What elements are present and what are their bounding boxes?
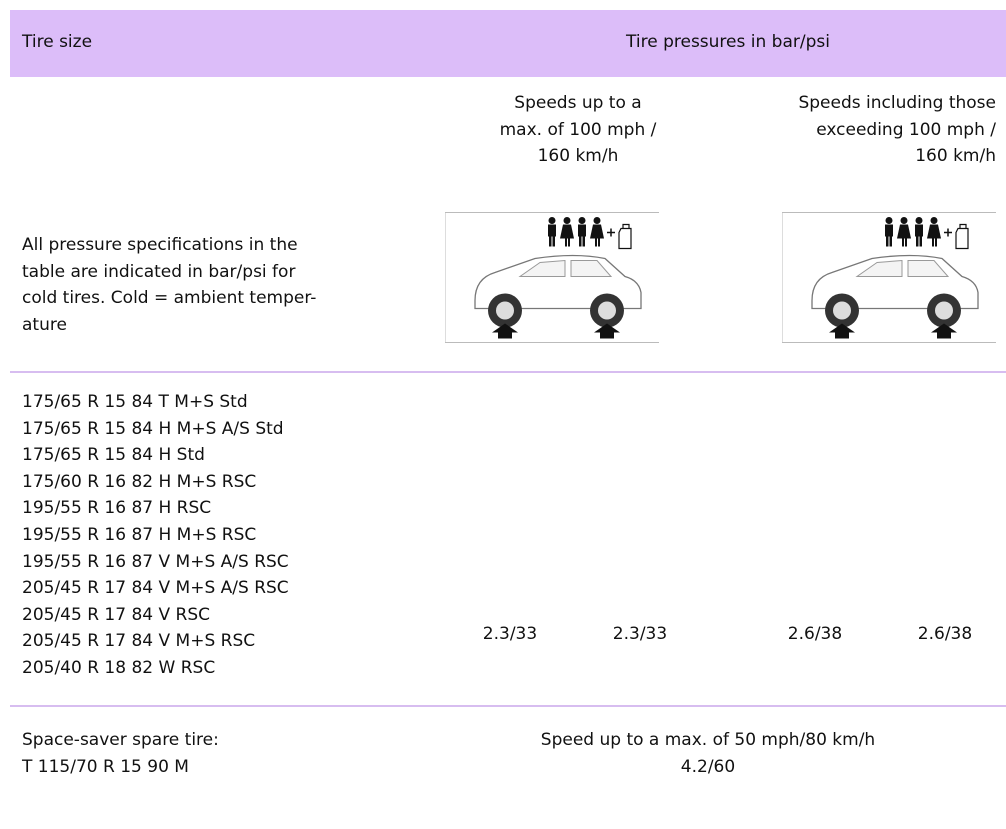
pressure-value: 2.3/33 <box>612 624 668 644</box>
speed-column-label: Speeds including those exceeding 100 mph … <box>720 90 996 170</box>
speed-label-line: Speeds including those <box>798 93 996 113</box>
tire-size: 195/55 R 16 87 H RSC <box>22 498 212 519</box>
spare-pressure: 4.2/60 <box>680 757 736 777</box>
note-line: All pressure specifications in the <box>22 235 298 255</box>
speed-label-line: exceeding 100 mph / <box>816 119 996 140</box>
pressure-value: 2.6/38 <box>787 624 843 644</box>
tire-size: 205/45 R 17 84 V M+S A/S RSC <box>22 578 289 599</box>
speed-label-line: max. of 100 mph / <box>499 119 657 140</box>
spare-line: Space-saver spare tire: <box>22 730 219 750</box>
tire-size: 175/65 R 15 84 T M+S Std <box>22 392 248 412</box>
pressure-value: 2.3/33 <box>482 624 538 644</box>
speed-label-line: 160 km/h <box>537 146 619 167</box>
tire-size: 195/55 R 16 87 H M+S RSC <box>22 524 257 545</box>
tire-size: 195/55 R 16 87 V M+S A/S RSC <box>22 551 289 572</box>
speed-label-line: Speeds up to a <box>514 93 642 113</box>
spare-label: Space-saver spare tire: T 115/70 R 15 90 … <box>22 727 219 780</box>
header-band <box>10 10 1006 77</box>
speed-column-label: Speeds up to a max. of 100 mph / 160 km/h <box>470 90 686 170</box>
tire-size: 205/40 R 18 82 W RSC <box>22 657 216 678</box>
spare-speed: Speed up to a max. of 50 mph/80 km/h <box>540 730 876 750</box>
tire-size: 175/65 R 15 84 H Std <box>22 445 205 466</box>
note-line: ature <box>22 314 67 335</box>
header-pressures: Tire pressures in bar/psi <box>626 32 830 52</box>
note: All pressure specifications in the table … <box>22 232 316 338</box>
note-line: table are indicated in bar/psi for <box>22 261 296 282</box>
divider <box>10 705 1006 707</box>
header-tire-size: Tire size <box>22 32 93 52</box>
car-illustration <box>445 212 659 343</box>
tire-size: 175/65 R 15 84 H M+S A/S Std <box>22 418 284 439</box>
note-line: cold tires. Cold = ambient temper- <box>22 288 317 309</box>
divider <box>10 371 1006 373</box>
tire-size: 175/60 R 16 82 H M+S RSC <box>22 471 257 492</box>
tire-size-list: 175/65 R 15 84 T M+S Std 175/65 R 15 84 H… <box>22 389 289 682</box>
pressure-value: 2.6/38 <box>917 624 973 644</box>
spare-line: T 115/70 R 15 90 M <box>22 756 189 777</box>
tire-size: 205/45 R 17 84 V RSC <box>22 604 211 625</box>
car-illustration <box>782 212 996 343</box>
speed-label-line: 160 km/h <box>915 146 996 167</box>
tire-size: 205/45 R 17 84 V M+S RSC <box>22 631 256 652</box>
